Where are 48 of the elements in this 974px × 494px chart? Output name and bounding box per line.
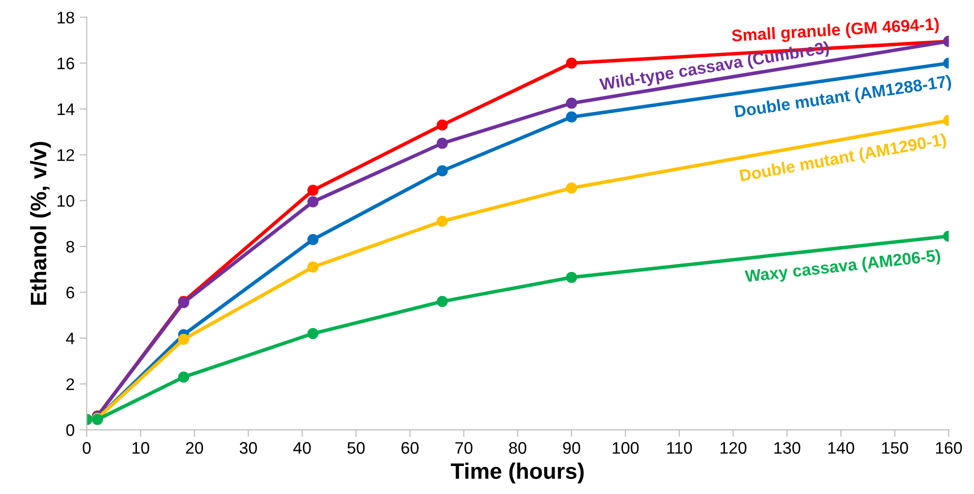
point bbox=[436, 138, 448, 149]
point bbox=[566, 98, 578, 109]
point bbox=[436, 119, 448, 131]
point bbox=[566, 111, 578, 123]
point bbox=[307, 328, 319, 340]
x-tick-label: 40 bbox=[293, 442, 311, 454]
y-axis-title: Ethanol (%, v/v) bbox=[30, 142, 51, 305]
text: Waxy cassava (AM206-5) bbox=[744, 248, 941, 286]
y-tick-label: 6 bbox=[66, 286, 74, 298]
x-tick-label: 10 bbox=[132, 442, 150, 454]
x-tick-label: 30 bbox=[240, 442, 257, 454]
y-tick-label: 10 bbox=[58, 195, 74, 207]
x-tick-label: 50 bbox=[347, 442, 365, 454]
x-tick-label: 150 bbox=[882, 442, 908, 454]
x-tick-label: 130 bbox=[774, 442, 800, 454]
x-tick-label: 60 bbox=[402, 442, 419, 454]
text: Wild-type cassava (Cumbre3) bbox=[598, 40, 830, 94]
y-tick-label: 18 bbox=[58, 12, 74, 24]
x-axis-title: Time (hours) bbox=[450, 462, 584, 484]
y-tick-label: 4 bbox=[66, 332, 74, 344]
x-tick-label: 140 bbox=[828, 442, 854, 454]
x-tick-label: 90 bbox=[563, 442, 580, 454]
y-tick-label: 12 bbox=[58, 149, 74, 161]
y-tick-label: 8 bbox=[66, 240, 74, 253]
x-tick-label: 0 bbox=[82, 442, 91, 454]
y-tick-label: 16 bbox=[58, 58, 74, 70]
point bbox=[436, 296, 448, 308]
point bbox=[307, 184, 319, 196]
y-tick-label: 0 bbox=[66, 424, 74, 436]
point bbox=[307, 262, 319, 273]
point bbox=[307, 196, 319, 208]
point bbox=[436, 216, 448, 227]
point bbox=[178, 372, 190, 383]
point bbox=[566, 58, 578, 69]
point bbox=[307, 234, 319, 246]
point bbox=[566, 182, 578, 194]
x-tick-label: 110 bbox=[667, 442, 692, 454]
x-tick-label: 160 bbox=[936, 442, 962, 454]
y-tick-label: 14 bbox=[58, 104, 74, 115]
x-tick-label: 120 bbox=[720, 442, 746, 454]
x-tick-label: 20 bbox=[186, 442, 204, 454]
point bbox=[566, 272, 578, 283]
x-tick-label: 70 bbox=[455, 442, 472, 454]
y-tick-label: 2 bbox=[66, 378, 74, 390]
x-tick-label: 80 bbox=[509, 442, 526, 454]
x-tick-label: 100 bbox=[612, 442, 639, 454]
point bbox=[178, 334, 190, 345]
point bbox=[436, 165, 448, 176]
